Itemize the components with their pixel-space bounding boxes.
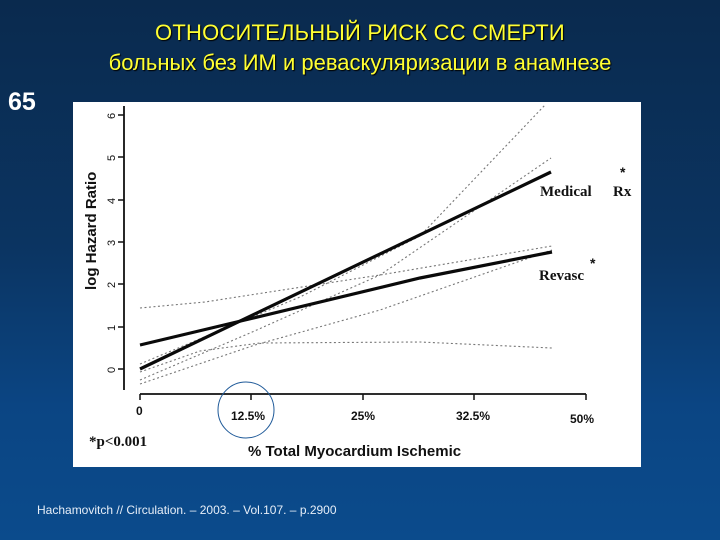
medical-asterisk: * — [620, 164, 626, 180]
y-tick-3: 3 — [106, 240, 118, 246]
p-value-footnote: *p<0.001 — [89, 434, 147, 450]
y-tick-1: 1 — [106, 325, 118, 331]
chart-image: 0 1 2 3 4 5 6 log Hazard Ratio 0 12.5% 2… — [73, 102, 641, 467]
slide-number: 65 — [8, 88, 36, 116]
medical-rx-line — [139, 170, 552, 371]
revasc-line — [139, 250, 553, 347]
y-tick-0: 0 — [106, 367, 118, 373]
slide-title-line1: ОТНОСИТЕЛЬНЫЙ РИСК СС СМЕРТИ — [155, 20, 565, 45]
y-tick-4: 4 — [106, 198, 118, 204]
y-axis-label: log Hazard Ratio — [83, 172, 100, 290]
y-tick-2: 2 — [106, 282, 118, 288]
y-tick-5: 5 — [106, 155, 118, 161]
hazard-ratio-chart: 0 1 2 3 4 5 6 log Hazard Ratio 0 12.5% 2… — [83, 104, 632, 460]
x-tick-25: 25% — [351, 409, 375, 423]
legend-medical: Medical — [540, 184, 592, 200]
confidence-bands — [139, 104, 553, 385]
citation: Hachamovitch // Circulation. – 2003. – V… — [37, 503, 337, 517]
legend-medical-rx: Rx — [613, 184, 632, 200]
highlight-circle — [217, 381, 275, 439]
x-tick-0: 0 — [136, 404, 143, 418]
x-tick-32-5: 32.5% — [456, 409, 490, 423]
x-axis-label: % Total Myocardium Ischemic — [248, 443, 461, 460]
slide-title-line2: больных без ИМ и реваскуляризации в анам… — [108, 50, 612, 75]
y-tick-6: 6 — [106, 113, 118, 119]
x-tick-50: 50% — [570, 412, 594, 426]
revasc-asterisk: * — [590, 255, 596, 271]
x-tick-12-5: 12.5% — [231, 409, 265, 423]
legend-revasc: Revasc — [539, 268, 584, 284]
